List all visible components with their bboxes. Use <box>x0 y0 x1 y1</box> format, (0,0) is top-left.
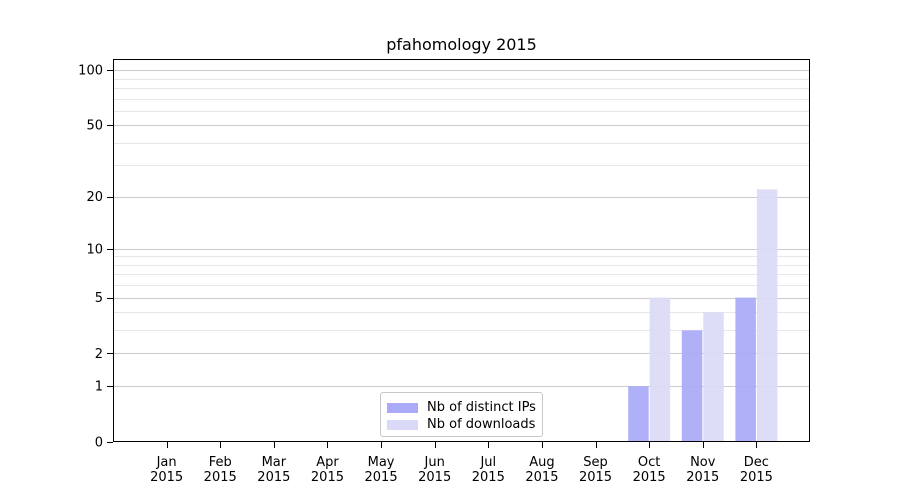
bar-downloads <box>703 312 724 442</box>
y-tick-label: 0 <box>95 436 103 451</box>
x-tick-label-year: 2015 <box>525 470 558 485</box>
chart-title: pfahomology 2015 <box>386 35 537 54</box>
x-tick-label-year: 2015 <box>686 470 719 485</box>
x-tick-label-month: Aug <box>529 455 554 470</box>
x-tick-label-year: 2015 <box>579 470 612 485</box>
y-tick-label: 5 <box>95 291 103 306</box>
y-tick-label: 2 <box>95 347 103 362</box>
x-tick-label-year: 2015 <box>365 470 398 485</box>
bar-downloads <box>756 189 778 442</box>
bar-downloads <box>649 297 671 442</box>
legend-item-distinct-ips: Nb of distinct IPs <box>381 399 542 416</box>
x-tick-label-month: Sep <box>583 455 608 470</box>
bar-distinct-ips <box>735 297 756 442</box>
bar-distinct-ips <box>628 386 649 442</box>
legend-swatch-downloads-icon <box>387 419 418 430</box>
x-tick-label-year: 2015 <box>740 470 773 485</box>
x-tick-label-month: Jun <box>424 455 445 470</box>
chart-legend: Nb of distinct IPs Nb of downloads <box>380 392 543 437</box>
x-tick-label-month: Jul <box>479 455 496 470</box>
x-tick-label-year: 2015 <box>257 470 290 485</box>
x-tick-label-month: May <box>368 455 395 470</box>
x-tick-label-month: Feb <box>209 455 232 470</box>
y-tick-label: 1 <box>95 380 103 395</box>
y-tick-label: 50 <box>86 119 103 134</box>
x-tick-label-year: 2015 <box>418 470 451 485</box>
x-tick-label-month: Oct <box>638 455 660 470</box>
y-tick-label: 10 <box>86 242 103 257</box>
x-tick-label-year: 2015 <box>311 470 344 485</box>
x-tick-label-year: 2015 <box>472 470 505 485</box>
x-tick-label-month: Dec <box>744 455 769 470</box>
legend-label-distinct-ips: Nb of distinct IPs <box>427 400 536 415</box>
legend-swatch-distinct-ips-icon <box>387 402 418 413</box>
axes-spines <box>113 59 810 442</box>
legend-item-downloads: Nb of downloads <box>381 416 542 433</box>
legend-label-downloads: Nb of downloads <box>427 417 536 432</box>
x-tick-label-year: 2015 <box>150 470 183 485</box>
x-tick-label-month: Apr <box>316 455 339 470</box>
x-tick-label-month: Nov <box>690 455 716 470</box>
x-tick-label-month: Jan <box>156 455 177 470</box>
x-tick-label-month: Mar <box>262 455 287 470</box>
bar-distinct-ips <box>681 330 703 442</box>
x-tick-label-year: 2015 <box>204 470 237 485</box>
y-tick-label: 100 <box>78 64 103 79</box>
x-tick-label-year: 2015 <box>633 470 666 485</box>
y-tick-label: 20 <box>86 190 103 205</box>
